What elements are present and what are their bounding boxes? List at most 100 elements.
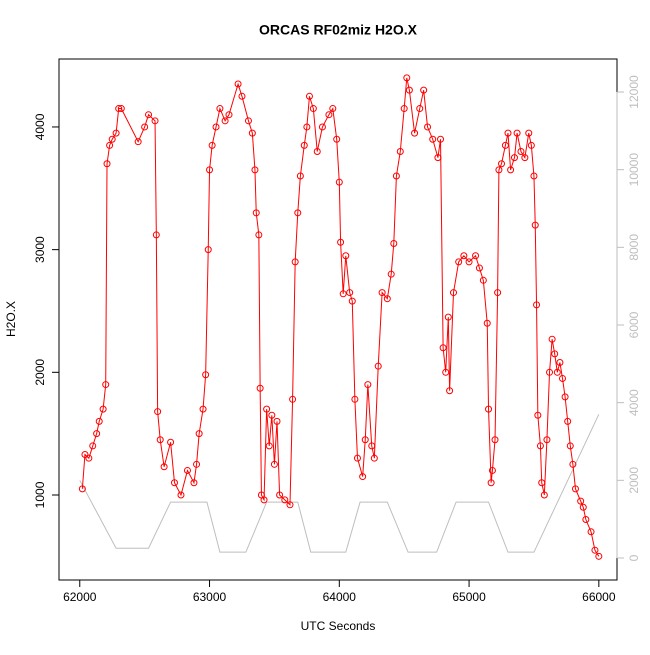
y2-tick-label: 4000 [627, 389, 641, 416]
data-point [154, 408, 162, 416]
data-point [534, 411, 542, 419]
data-point [566, 442, 574, 450]
data-point [533, 301, 541, 309]
data-point [270, 460, 278, 468]
data-point [442, 368, 450, 376]
data-point [517, 147, 525, 155]
data-point [538, 479, 546, 487]
data-point [359, 473, 367, 481]
y2-tick-label: 8000 [627, 234, 641, 261]
data-point [540, 491, 548, 499]
y2-tick-label: 2000 [627, 467, 641, 494]
data-point [368, 442, 376, 450]
y-tick-label: 3000 [33, 236, 47, 263]
data-point [216, 105, 224, 113]
data-point [556, 358, 564, 366]
data-point [577, 497, 585, 505]
data-point [273, 417, 281, 425]
data-point [199, 405, 207, 413]
data-point [455, 258, 463, 266]
data-point [531, 221, 539, 229]
data-point [152, 231, 160, 239]
data-point [342, 252, 350, 260]
data-point [521, 154, 529, 162]
data-point [294, 209, 302, 217]
y2-tick-label: 0 [627, 554, 641, 561]
data-point [244, 117, 252, 125]
data-point [81, 451, 89, 459]
data-point [416, 105, 424, 113]
data-point [286, 501, 294, 509]
chart-title: ORCAS RF02miz H2O.X [259, 22, 418, 38]
data-point [383, 295, 391, 303]
data-point [403, 74, 411, 82]
data-point [177, 491, 185, 499]
y2-tick-label: 10000 [627, 153, 641, 187]
data-point [483, 319, 491, 327]
data-point [411, 129, 419, 137]
series-line [79, 414, 600, 553]
data-point [234, 80, 242, 88]
data-point [303, 123, 311, 131]
data-point [495, 166, 503, 174]
data-point [444, 313, 452, 321]
data-point [501, 141, 509, 149]
data-point [348, 297, 356, 305]
y-axis-label: H2O.X [4, 301, 18, 337]
data-point [400, 105, 408, 113]
data-point [206, 166, 214, 174]
data-point [256, 384, 264, 392]
data-point [281, 496, 289, 504]
data-point [587, 528, 595, 536]
data-point [85, 454, 93, 462]
data-point [434, 154, 442, 162]
data-point [339, 290, 347, 298]
data-point [494, 289, 502, 297]
data-point [195, 430, 203, 438]
x-axis-label: UTC Seconds [301, 619, 376, 633]
data-point [551, 350, 559, 358]
y-tick-label: 4000 [33, 113, 47, 140]
data-point [507, 166, 515, 174]
data-point [374, 362, 382, 370]
data-point [296, 172, 304, 180]
data-point [134, 138, 142, 146]
data-point [488, 466, 496, 474]
data-point [553, 368, 561, 376]
data-point [439, 344, 447, 352]
data-point [487, 479, 495, 487]
data-point [420, 86, 428, 94]
data-point [106, 141, 114, 149]
data-point [145, 111, 153, 119]
data-point [221, 117, 229, 125]
data-point [536, 442, 544, 450]
data-point [333, 135, 341, 143]
y2-tick-label: 6000 [627, 311, 641, 338]
data-point [204, 246, 212, 254]
data-point [530, 172, 538, 180]
data-point [378, 289, 386, 297]
data-point [225, 111, 233, 119]
data-point [491, 436, 499, 444]
data-point [193, 460, 201, 468]
data-point [167, 438, 175, 446]
data-point [190, 479, 198, 487]
x-tick-label: 63000 [193, 590, 227, 604]
data-point [117, 105, 125, 113]
data-point [475, 264, 483, 272]
data-point [498, 160, 506, 168]
data-point [449, 289, 457, 297]
data-point [112, 129, 120, 137]
data-point [89, 442, 97, 450]
data-point [318, 123, 326, 131]
data-point [465, 258, 473, 266]
data-point [313, 147, 321, 155]
data-point [208, 141, 216, 149]
data-point [337, 238, 345, 246]
data-point [248, 129, 256, 137]
data-point [102, 381, 110, 389]
data-point [289, 395, 297, 403]
data-point [78, 485, 86, 493]
data-point [510, 154, 518, 162]
data-point [564, 417, 572, 425]
